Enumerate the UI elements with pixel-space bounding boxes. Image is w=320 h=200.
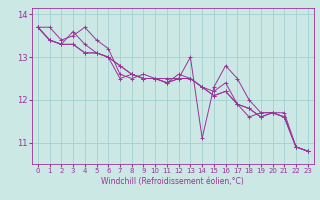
X-axis label: Windchill (Refroidissement éolien,°C): Windchill (Refroidissement éolien,°C) bbox=[101, 177, 244, 186]
